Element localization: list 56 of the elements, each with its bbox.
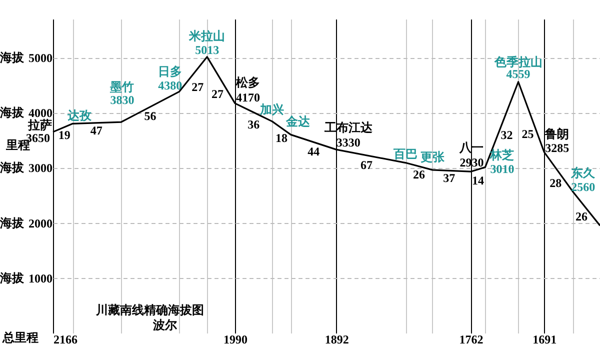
annotation: 18 — [276, 131, 288, 146]
annotation: 金达 — [284, 114, 311, 129]
annotation: 加兴 — [259, 102, 284, 116]
annotation: 26 — [576, 210, 588, 224]
annotation: 32 — [500, 128, 513, 142]
x-tick-label: 1892 — [324, 332, 349, 345]
y-axis-title: 海拔 — [0, 270, 25, 285]
text: 海拔 — [0, 106, 24, 120]
annotation: 56 — [144, 109, 156, 124]
annotation: 松多 — [234, 75, 260, 90]
data-label: 3010 — [490, 162, 514, 176]
data-label: 4380 — [158, 78, 182, 93]
data-label: 3285 — [545, 141, 570, 156]
annotation: 26 — [413, 168, 426, 182]
annotation: 27 — [192, 80, 204, 94]
data-label: 3330 — [336, 136, 360, 150]
annotation: 44 — [308, 144, 320, 158]
x-tick-label: 1762 — [459, 332, 484, 345]
annotation: 37 — [443, 171, 456, 186]
annotation: 更张 — [420, 150, 446, 164]
x-tick-label: 1990 — [223, 332, 248, 345]
annotation: 47 — [90, 124, 102, 138]
annotation: 波尔 — [152, 318, 178, 332]
data-label: 5013 — [195, 42, 220, 57]
text: 海拔 — [0, 50, 24, 65]
y-tick-label: 5000 — [28, 51, 52, 66]
text: 海拔 — [0, 216, 24, 230]
y-tick-label: 1000 — [28, 271, 52, 286]
x-tick-label: 1691 — [532, 332, 557, 345]
y-tick-label: 3000 — [28, 161, 52, 176]
annotation: 19 — [58, 128, 70, 142]
annotation: 25 — [522, 127, 534, 142]
data-label: 4170 — [236, 90, 260, 104]
y-tick-label: 2000 — [28, 216, 52, 230]
annotation: 27 — [212, 87, 224, 102]
annotation: 28 — [550, 176, 562, 190]
annotation: 达孜 — [66, 108, 93, 123]
annotation: 67 — [360, 158, 372, 172]
annotation: 东久 — [570, 166, 596, 180]
annotation: 川藏南线精确海拔图 — [95, 303, 204, 317]
data-label: 3830 — [110, 93, 134, 108]
annotation: 36 — [248, 118, 260, 132]
annotation: 墨竹 — [109, 80, 134, 94]
annotation: 鲁朗 — [544, 127, 570, 142]
x-tick-label: 2166 — [54, 332, 78, 345]
annotation: 米拉山 — [188, 28, 226, 43]
annotation: 色季拉山 — [493, 54, 542, 69]
annotation: 百巴 — [392, 146, 418, 161]
annotation: 14 — [472, 173, 484, 188]
annotation: 林芝 — [489, 148, 514, 162]
annotation: 拉萨 — [27, 118, 52, 132]
x-axis-title: 总里程 — [2, 330, 38, 344]
data-label: 2560 — [571, 180, 596, 194]
annotation: 日多 — [158, 64, 182, 79]
text: 海拔 — [0, 160, 24, 175]
data-label: 4559 — [506, 66, 530, 81]
